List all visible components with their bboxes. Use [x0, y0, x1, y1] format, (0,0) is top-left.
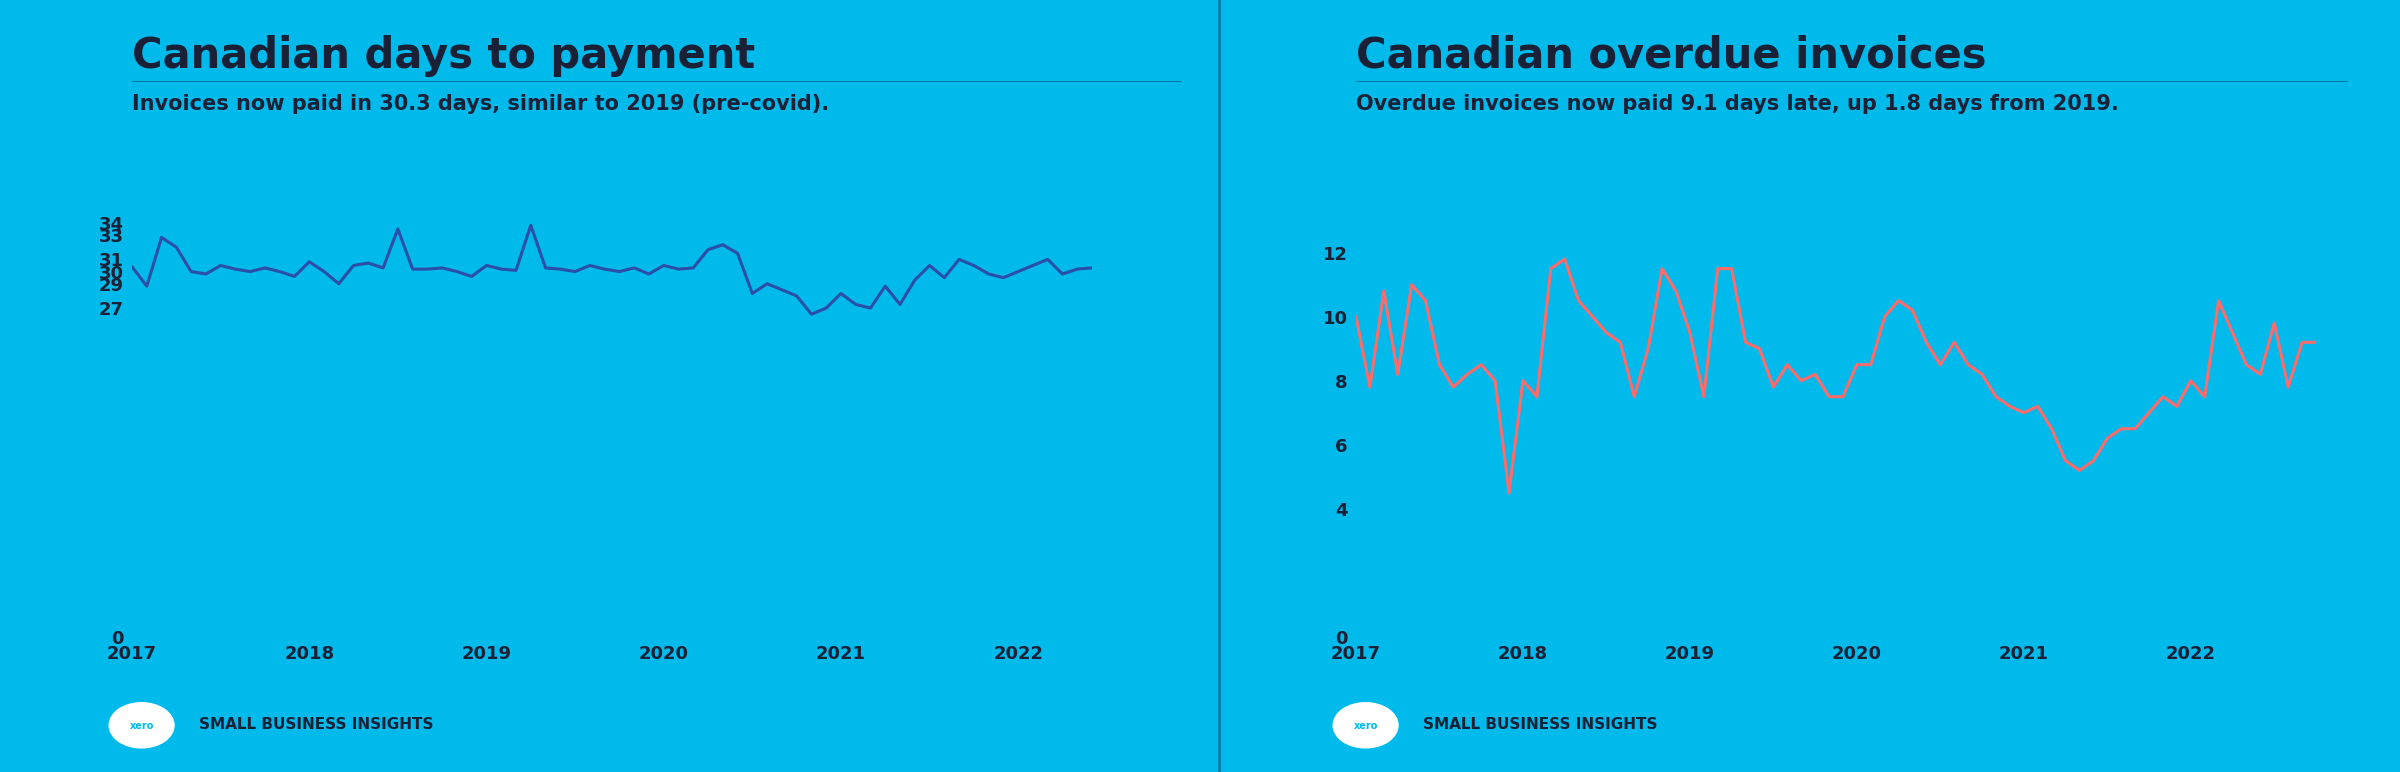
Text: SMALL BUSINESS INSIGHTS: SMALL BUSINESS INSIGHTS — [199, 716, 434, 732]
Circle shape — [110, 703, 175, 748]
Text: Canadian overdue invoices: Canadian overdue invoices — [1356, 35, 1987, 76]
Text: Invoices now paid in 30.3 days, similar to 2019 (pre-covid).: Invoices now paid in 30.3 days, similar … — [132, 94, 828, 114]
Circle shape — [1334, 703, 1399, 748]
Text: xero: xero — [1354, 721, 1378, 731]
Text: Overdue invoices now paid 9.1 days late, up 1.8 days from 2019.: Overdue invoices now paid 9.1 days late,… — [1356, 94, 2119, 114]
Text: xero: xero — [130, 721, 154, 731]
Text: SMALL BUSINESS INSIGHTS: SMALL BUSINESS INSIGHTS — [1423, 716, 1658, 732]
Text: Canadian days to payment: Canadian days to payment — [132, 35, 756, 76]
